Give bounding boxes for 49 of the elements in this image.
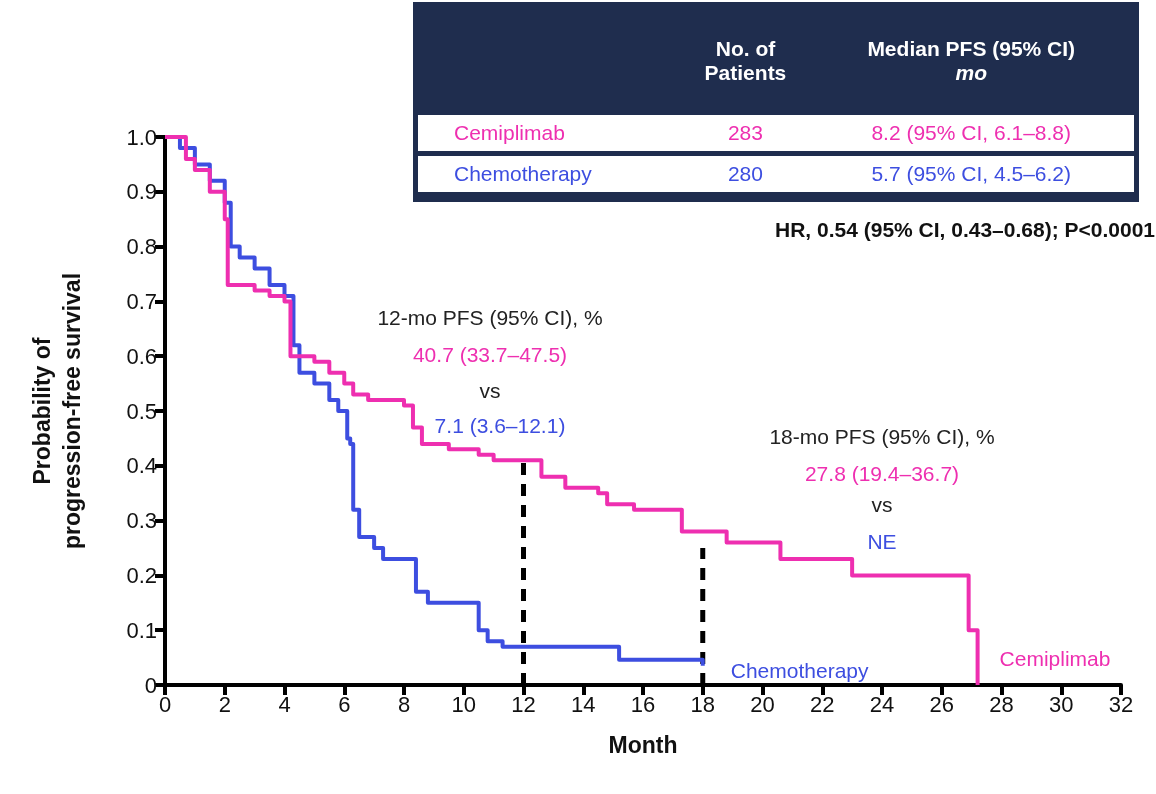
y-tick-label: 0.1 [126,617,157,643]
annotation: 18-mo PFS (95% CI), % [769,425,995,449]
y-tick-label: 0.7 [126,288,157,314]
annotation: 27.8 (19.4–36.7) [804,462,960,486]
annotation: NE [867,530,897,554]
x-tick-label: 16 [630,691,656,717]
y-tick-label: 0.6 [126,343,157,369]
y-tick-label: 0.5 [126,398,157,424]
annotation: 12-mo PFS (95% CI), % [377,306,603,330]
text: mo [955,61,987,84]
y-tick-label: 0.2 [126,562,157,588]
x-tick-label: 8 [397,691,411,717]
x-tick-label: 4 [278,691,291,717]
y-tick-label: 0.9 [126,179,157,205]
annotation: 283 [682,115,809,151]
y-tick-label: 0.3 [126,508,157,534]
x-tick-label: 2 [218,691,231,717]
annotation: 8.2 (95% CI, 6.1–8.8) [808,115,1134,151]
x-tick-label: 20 [750,691,775,717]
y-tick-label: 0.4 [126,453,157,479]
annotation: 5.7 (95% CI, 4.5–6.2) [808,156,1134,192]
x-tick-label: 32 [1108,691,1134,717]
y-tick-label: 0.8 [126,234,157,260]
text: Median PFS (95% CI) [867,37,1076,60]
x-tick-label: 30 [1049,691,1074,717]
annotation: vs [871,493,893,517]
x-tick-label: 24 [869,691,895,717]
y-tick-label: 0 [144,672,157,698]
y-tick-label: 1.0 [126,124,157,150]
x-tick-label: 28 [989,691,1014,717]
x-tick-label: 18 [690,691,715,717]
text: No. of Patients [704,37,787,84]
annotation: 40.7 (33.7–47.5) [412,343,568,367]
series-label: Chemotherapy [730,659,869,683]
annotation: 7.1 (3.6–12.1) [434,414,566,438]
text: Cemiplimab [454,121,565,144]
x-tick-label: 26 [929,691,954,717]
y-axis-title: Probability of progression-free survival [29,272,85,550]
x-tick-label: 10 [451,691,476,717]
series-label: Cemiplimab [999,646,1111,670]
x-axis-title: Month [608,731,678,758]
annotation: 280 [682,156,809,192]
x-tick-label: 14 [571,691,596,717]
annotation: HR, 0.54 (95% CI, 0.43–0.68); P<0.0001 [775,218,1155,242]
x-tick-label: 6 [338,691,351,717]
annotation: vs [479,379,501,403]
text: Chemotherapy [454,162,592,185]
x-tick-label: 12 [511,691,536,717]
x-tick-label: 22 [810,691,835,717]
